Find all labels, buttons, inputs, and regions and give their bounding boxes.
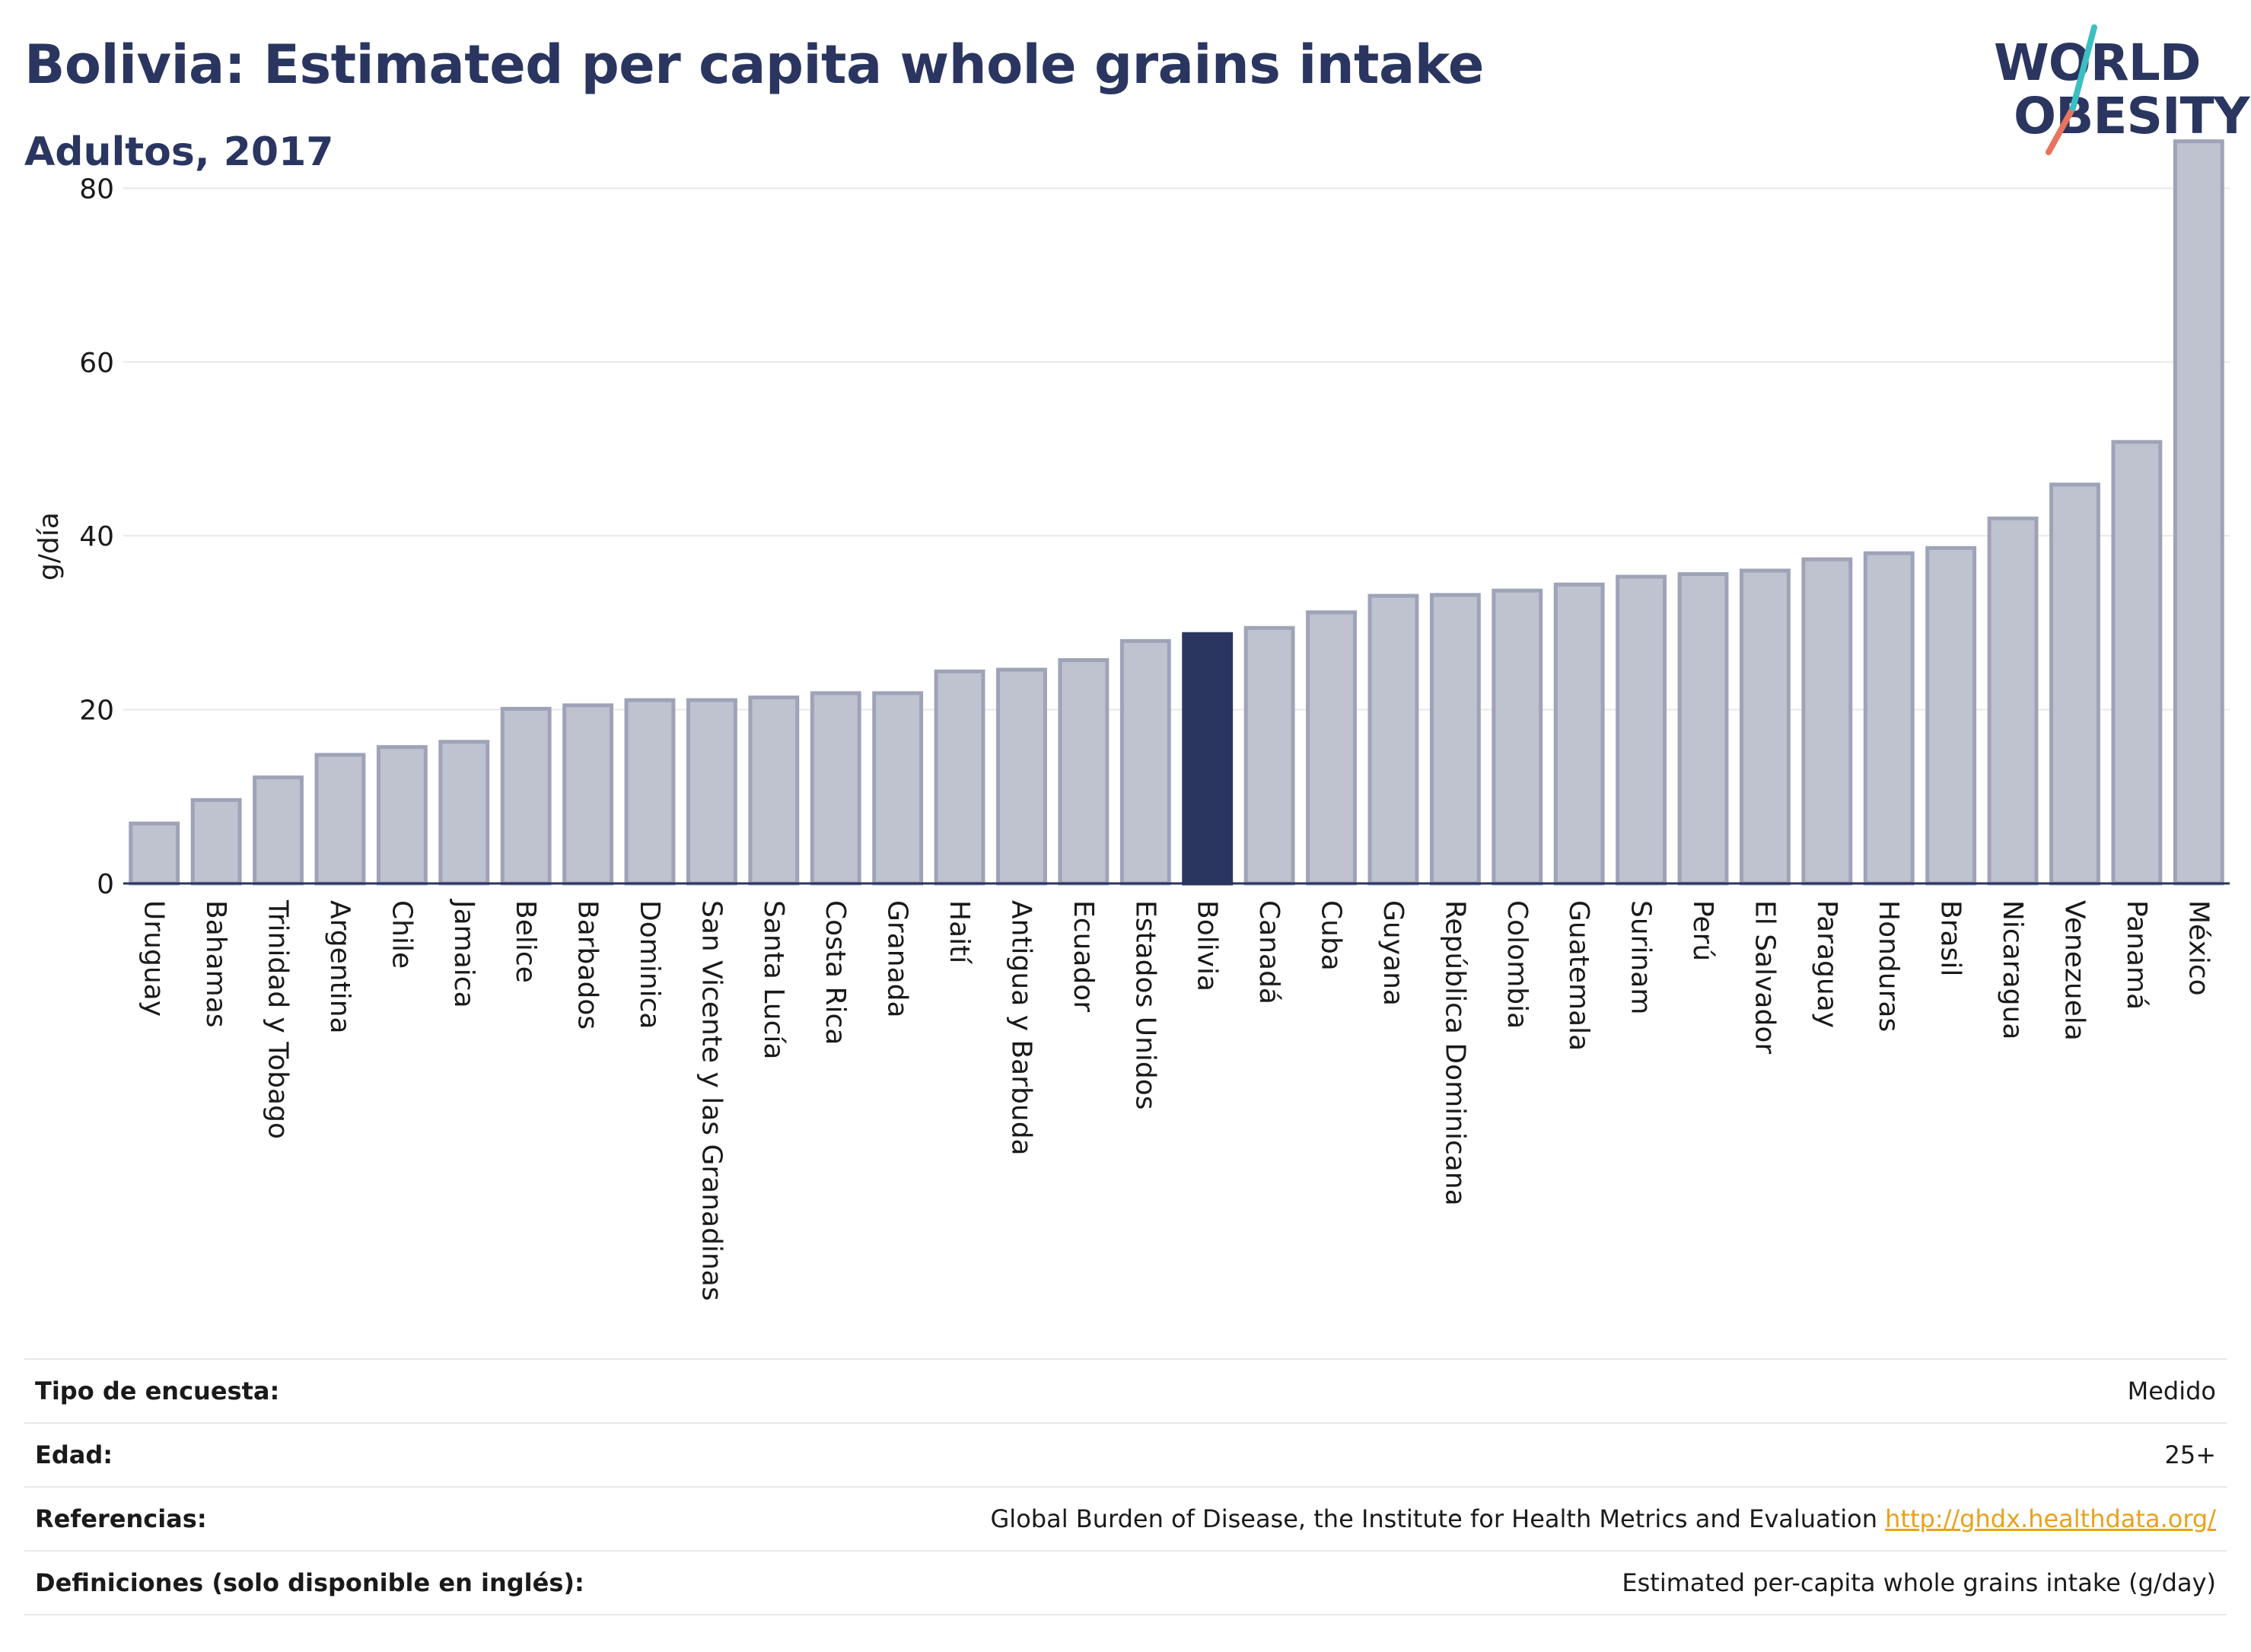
x-tick-label: México: [2183, 900, 2214, 996]
bar-brasil[interactable]: [1925, 546, 1977, 886]
x-tick-label: Bahamas: [200, 900, 231, 1028]
x-tick-label: Brasil: [1935, 900, 1966, 976]
logo-line-2: OBESITY: [2014, 87, 2249, 145]
bar-estados-unidos[interactable]: [1119, 638, 1171, 886]
bar-granada[interactable]: [872, 691, 924, 886]
bar-uruguay[interactable]: [129, 821, 180, 886]
bar-el-salvador[interactable]: [1739, 568, 1791, 886]
world-obesity-logo[interactable]: WORLD OBESITY: [1979, 23, 2249, 160]
bar-ecuador[interactable]: [1058, 657, 1110, 886]
info-label: Definiciones (solo disponible en inglés)…: [35, 1568, 584, 1597]
x-tick-label: Costa Rica: [820, 900, 851, 1045]
x-tick-label: Haití: [944, 900, 975, 964]
chart-title: Bolivia: Estimated per capita whole grai…: [24, 33, 1484, 96]
bar-surinam[interactable]: [1616, 575, 1667, 886]
bar-barbados[interactable]: [562, 703, 614, 886]
y-tick-label: 80: [79, 173, 114, 205]
x-tick-label: Canadá: [1253, 900, 1285, 1004]
info-row-references: Referencias: Global Burden of Disease, t…: [24, 1486, 2227, 1550]
x-axis-labels: Uruguay Bahamas Trinidad y Tobago Argentina…: [138, 899, 2214, 1301]
bar-trinidad-y-tobago[interactable]: [253, 775, 304, 886]
bar-chile[interactable]: [376, 745, 428, 886]
bar-guatemala[interactable]: [1553, 582, 1605, 886]
info-label: Edad:: [35, 1440, 113, 1469]
bar-dominica[interactable]: [624, 698, 676, 886]
y-axis-title: g/día: [33, 512, 65, 581]
x-tick-label: Estados Unidos: [1129, 900, 1161, 1110]
info-value: Estimated per-capita whole grains intake…: [1622, 1568, 2216, 1597]
logo-slash-icon: [2046, 24, 2097, 155]
x-tick-label: Jamaica: [448, 899, 479, 1008]
x-tick-label: Guyana: [1377, 900, 1409, 1006]
bar-antigua-y-barbuda[interactable]: [996, 667, 1047, 886]
bar-colombia[interactable]: [1492, 588, 1543, 886]
x-tick-label: Colombia: [1501, 900, 1533, 1029]
x-tick-label: Antigua y Barbuda: [1005, 900, 1036, 1156]
x-tick-label: Venezuela: [2058, 900, 2090, 1041]
x-tick-label: San Vicente y las Granadinas: [696, 900, 727, 1301]
info-row-survey-type: Tipo de encuesta: Medido: [24, 1358, 2227, 1422]
chart-subtitle: Adultos, 2017: [24, 129, 334, 175]
y-tick-label: 40: [79, 521, 114, 552]
bar-bahamas[interactable]: [190, 797, 242, 886]
info-value: Medido: [2127, 1377, 2216, 1405]
x-tick-label: Uruguay: [138, 900, 170, 1017]
bars: [129, 139, 2224, 886]
bar-venezuela[interactable]: [2049, 482, 2100, 886]
y-tick-label: 0: [97, 869, 114, 900]
x-tick-label: Perú: [1687, 900, 1718, 961]
bar-canadá[interactable]: [1243, 625, 1295, 886]
x-tick-label: Dominica: [634, 900, 665, 1030]
x-tick-label: República Dominicana: [1439, 900, 1470, 1206]
x-tick-label: Surinam: [1625, 900, 1657, 1014]
bar-costa-rica[interactable]: [810, 691, 861, 886]
info-value-references: Global Burden of Disease, the Institute …: [991, 1504, 2217, 1533]
info-row-definitions: Definiciones (solo disponible en inglés)…: [24, 1550, 2227, 1615]
bar-guyana[interactable]: [1367, 594, 1419, 886]
reference-text: Global Burden of Disease, the Institute …: [990, 1504, 1877, 1533]
x-tick-label: Barbados: [572, 900, 603, 1030]
x-tick-label: Bolivia: [1192, 900, 1223, 992]
info-table: Tipo de encuesta: Medido Edad: 25+ Refer…: [24, 1358, 2227, 1615]
x-tick-label: Cuba: [1316, 900, 1347, 971]
reference-link[interactable]: http://ghdx.healthdata.org/: [1885, 1504, 2216, 1533]
info-value: 25+: [2164, 1440, 2216, 1469]
bar-argentina[interactable]: [314, 753, 366, 886]
x-tick-label: Paraguay: [1811, 900, 1842, 1028]
x-tick-label: Belice: [510, 900, 541, 983]
x-tick-label: Chile: [386, 900, 417, 969]
bar-perú[interactable]: [1677, 571, 1729, 886]
info-label: Tipo de encuesta:: [35, 1377, 280, 1405]
bar-santa-lucía[interactable]: [748, 695, 800, 886]
bar-república-dominicana[interactable]: [1429, 593, 1481, 886]
x-tick-label: Nicaragua: [1997, 900, 2028, 1039]
y-tick-label: 60: [79, 348, 114, 379]
bar-cuba[interactable]: [1306, 610, 1357, 886]
y-axis-ticks: 0 20 40 60 80: [79, 173, 114, 900]
x-tick-label: Honduras: [1873, 900, 1904, 1032]
bar-honduras[interactable]: [1863, 551, 1915, 886]
info-row-age: Edad: 25+: [24, 1422, 2227, 1486]
logo-line-1: WORLD: [1994, 33, 2202, 92]
x-tick-label: Guatemala: [1563, 900, 1594, 1051]
x-tick-label: Granada: [882, 900, 913, 1018]
bar-bolivia[interactable]: [1182, 632, 1234, 886]
y-tick-label: 20: [79, 695, 114, 727]
bar-méxico[interactable]: [2173, 139, 2224, 886]
bar-jamaica[interactable]: [438, 740, 490, 886]
bar-haití[interactable]: [934, 669, 985, 886]
x-tick-label: El Salvador: [1749, 900, 1780, 1054]
info-label: Referencias:: [35, 1504, 207, 1533]
bar-chart: 0 20 40 60 80 Uruguay Bahamas Trinidad y Tobag…: [33, 139, 2230, 1301]
x-tick-label: Ecuador: [1068, 900, 1099, 1012]
x-tick-label: Trinidad y Tobago: [263, 899, 294, 1139]
bar-san-vicente-y-las-granadinas[interactable]: [686, 698, 737, 886]
bar-panamá[interactable]: [2111, 440, 2163, 886]
bar-belice[interactable]: [500, 706, 552, 886]
x-tick-label: Argentina: [324, 900, 355, 1034]
bar-nicaragua[interactable]: [1987, 516, 2039, 886]
bar-paraguay[interactable]: [1801, 557, 1853, 886]
x-tick-label: Panamá: [2121, 900, 2152, 1010]
x-tick-label: Santa Lucía: [758, 900, 789, 1059]
